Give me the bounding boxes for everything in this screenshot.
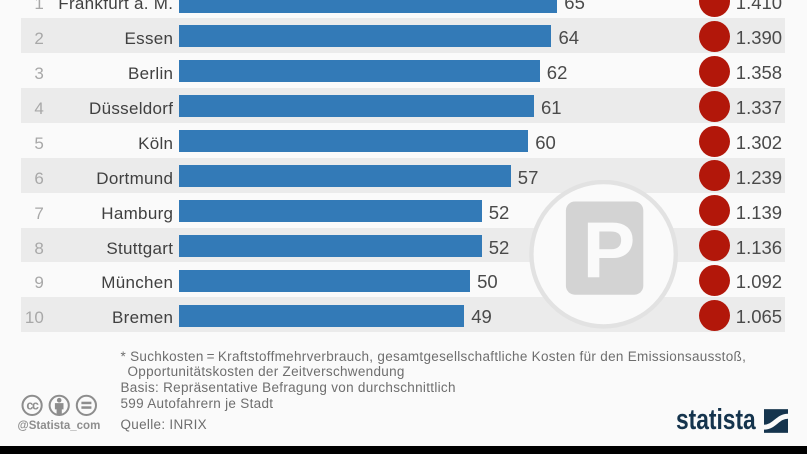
svg-text:P: P (582, 205, 635, 294)
svg-text:cc: cc (26, 399, 39, 413)
